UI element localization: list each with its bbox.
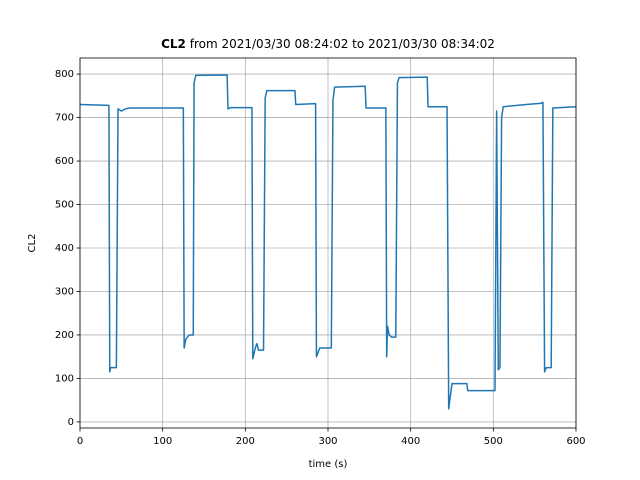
x-tick-label: 400 [401, 436, 420, 447]
plot-frame [79, 57, 577, 429]
y-tick-label: 800 [55, 69, 74, 80]
y-tick-label: 100 [55, 373, 74, 384]
chart-title: CL2 from 2021/03/30 08:24:02 to 2021/03/… [161, 37, 495, 51]
y-tick-label: 0 [68, 417, 74, 428]
x-tick-label: 200 [236, 436, 255, 447]
x-tick-label: 500 [484, 436, 503, 447]
y-tick-label: 500 [55, 200, 74, 211]
data-line [79, 74, 577, 410]
y-tick-label: 200 [55, 330, 74, 341]
y-tick-label: 400 [55, 243, 74, 254]
y-tick-label: 700 [55, 113, 74, 124]
y-axis-label: CL2 [27, 234, 38, 253]
y-tick-label: 600 [55, 156, 74, 167]
x-tick-label: 0 [77, 436, 83, 447]
x-tick-label: 600 [566, 436, 585, 447]
x-tick-label: 100 [153, 436, 172, 447]
y-tick-label: 300 [55, 286, 74, 297]
title-bold: CL2 [161, 37, 186, 51]
x-tick-label: 300 [318, 436, 337, 447]
title-text: from 2021/03/30 08:24:02 to 2021/03/30 0… [190, 37, 495, 51]
x-axis-label: time (s) [309, 459, 348, 470]
